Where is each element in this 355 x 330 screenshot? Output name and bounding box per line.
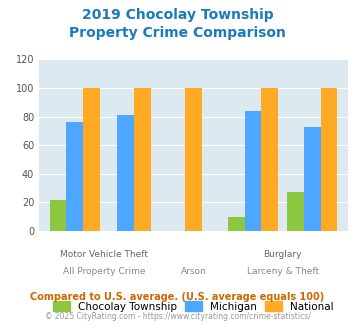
Text: Arson: Arson — [181, 267, 206, 276]
Bar — [185, 88, 202, 231]
Bar — [66, 122, 83, 231]
Bar — [287, 192, 304, 231]
Bar — [83, 88, 100, 231]
Text: Burglary: Burglary — [263, 250, 302, 259]
Text: Motor Vehicle Theft: Motor Vehicle Theft — [60, 250, 148, 259]
Text: Larceny & Theft: Larceny & Theft — [246, 267, 319, 276]
Text: © 2025 CityRating.com - https://www.cityrating.com/crime-statistics/: © 2025 CityRating.com - https://www.city… — [45, 312, 310, 321]
Bar — [50, 200, 66, 231]
Bar — [228, 217, 245, 231]
Bar — [118, 115, 134, 231]
Bar — [134, 88, 151, 231]
Bar — [321, 88, 337, 231]
Text: All Property Crime: All Property Crime — [63, 267, 146, 276]
Bar — [245, 111, 261, 231]
Bar — [304, 127, 321, 231]
Text: Compared to U.S. average. (U.S. average equals 100): Compared to U.S. average. (U.S. average … — [31, 292, 324, 302]
Legend: Chocolay Township, Michigan, National: Chocolay Township, Michigan, National — [53, 301, 334, 312]
Text: 2019 Chocolay Township
Property Crime Comparison: 2019 Chocolay Township Property Crime Co… — [69, 8, 286, 40]
Bar — [261, 88, 278, 231]
